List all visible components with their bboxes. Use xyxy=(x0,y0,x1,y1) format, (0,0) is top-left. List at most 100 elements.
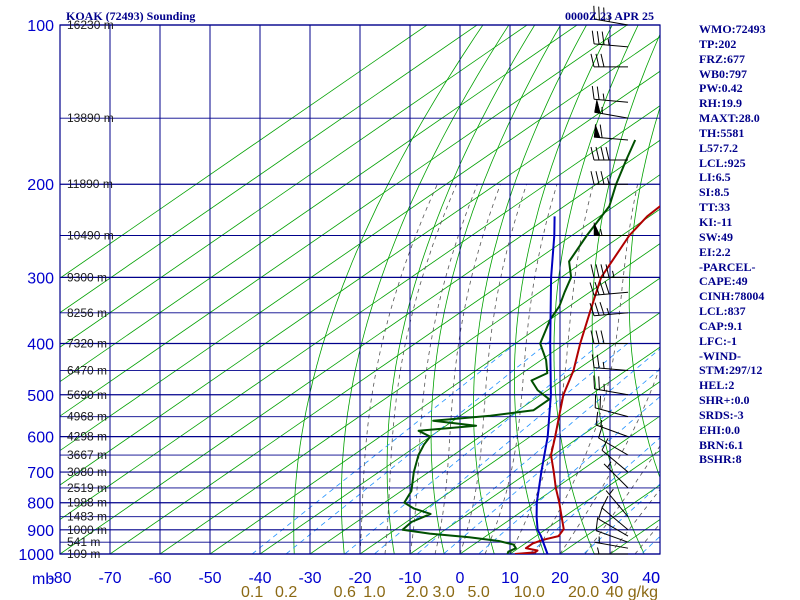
sounding-index-line: TH:5581 xyxy=(699,125,745,140)
moist-adiabat-line xyxy=(409,184,478,554)
height-label: 109 m xyxy=(67,547,100,561)
pressure-tick-label: 900 xyxy=(27,523,54,540)
wind-barb xyxy=(595,411,629,438)
temperature-tick-label: -60 xyxy=(148,570,171,587)
moist-adiabat-line xyxy=(459,184,527,554)
sounding-index-line: -PARCEL- xyxy=(699,259,756,274)
temperature-tick-label: -50 xyxy=(198,570,221,587)
moist-adiabat-line xyxy=(609,488,660,554)
sounding-index-line: FRZ:677 xyxy=(699,51,745,66)
wind-barb xyxy=(591,86,629,103)
temperature-tick-label: -20 xyxy=(348,570,371,587)
isotherm-line xyxy=(109,174,660,554)
datetime-label: 0000Z 23 APR 25 xyxy=(565,9,654,23)
isotherm-line xyxy=(60,25,628,417)
isotherm-line xyxy=(60,36,660,452)
height-label: 10490 m xyxy=(67,229,114,243)
wind-barb xyxy=(601,495,629,531)
moist-adiabat-line xyxy=(359,184,438,554)
sounding-index-line: CINH:78004 xyxy=(699,289,765,304)
wind-barb xyxy=(605,488,629,517)
pressure-tick-label: 500 xyxy=(27,388,54,405)
sounding-index-line: HEL:2 xyxy=(699,378,735,393)
pressure-tick-label: 200 xyxy=(27,177,54,194)
isotherm-line xyxy=(309,312,660,554)
isotherm-line xyxy=(60,25,528,348)
height-label: 1000 m xyxy=(67,523,107,537)
wind-barb xyxy=(601,438,629,473)
dewpoint-profile-line xyxy=(401,139,637,554)
isotherm-line xyxy=(259,277,660,554)
moist-adiabat-line xyxy=(509,184,594,554)
height-label: 7320 m xyxy=(67,337,107,351)
height-label: 6470 m xyxy=(67,364,107,378)
pressure-temperature-grid xyxy=(59,24,661,555)
sounding-index-line: CAPE:49 xyxy=(699,274,748,289)
pressure-tick-label: 800 xyxy=(27,496,54,513)
sounding-index-line: BSHR:8 xyxy=(699,452,742,467)
height-label: 9300 m xyxy=(67,270,107,284)
temperature-tick-label: -80 xyxy=(48,570,71,587)
sounding-indices-panel: WMO:72493 TP:202 FRZ:677 WB0:797 PW:0.42 RH:1… xyxy=(699,22,799,467)
dry-adiabat-line xyxy=(553,25,639,554)
height-label: 1988 m xyxy=(67,496,107,510)
wind-barb xyxy=(590,264,629,278)
mixing-ratio-label: 1.0 xyxy=(363,584,385,600)
sounding-index-line: TP:202 xyxy=(699,36,737,51)
temperature-tick-label: 20 xyxy=(551,570,569,587)
dry-adiabat-line xyxy=(591,33,660,554)
height-label: 2519 m xyxy=(67,481,107,495)
sounding-index-line: SI:8.5 xyxy=(699,185,730,200)
pressure-unit-label: mb xyxy=(32,571,54,588)
wind-barb xyxy=(594,99,629,119)
isotherm-lines xyxy=(60,25,660,554)
height-label: 1483 m xyxy=(67,510,107,524)
height-label: 3080 m xyxy=(67,465,107,479)
sounding-index-line: WB0:797 xyxy=(699,66,747,81)
temperature-tick-label: -40 xyxy=(248,570,271,587)
isotherm-line xyxy=(60,70,660,486)
temperature-tick-label: -10 xyxy=(398,570,421,587)
parcel-path-line xyxy=(535,216,556,554)
mixing-ratio-line xyxy=(285,340,551,554)
wind-barb xyxy=(595,517,629,543)
mixing-ratio-line xyxy=(373,340,632,554)
mixing-ratio-line xyxy=(416,348,660,554)
pressure-tick-label: 700 xyxy=(27,465,54,482)
moist-adiabat-line xyxy=(384,184,457,554)
sounding-index-line: KI:-11 xyxy=(699,214,733,229)
wind-barb xyxy=(594,394,629,418)
wind-barb xyxy=(593,124,629,141)
isotherm-line xyxy=(509,450,660,554)
pressure-tick-label: 1000 xyxy=(18,547,54,564)
wind-barb xyxy=(590,171,629,185)
temperature-tick-label: 10 xyxy=(501,570,519,587)
temperature-unit-label: 0 xyxy=(651,570,660,587)
dry-adiabat-line xyxy=(340,25,510,554)
wind-barb xyxy=(591,354,629,372)
sounding-index-line: MAXT:28.0 xyxy=(699,111,760,126)
sounding-index-line: TT:33 xyxy=(699,200,731,215)
sounding-index-line: PW:0.42 xyxy=(699,81,743,96)
wind-barb xyxy=(594,547,628,555)
wind-barb xyxy=(594,536,629,549)
isotherm-line xyxy=(409,381,660,554)
mixing-ratio-label: 3.0 xyxy=(432,584,454,600)
mixing-ratio-label: 20.0 xyxy=(568,584,599,600)
sounding-index-line: RH:19.9 xyxy=(699,96,742,111)
dry-adiabat-line xyxy=(430,25,562,554)
dry-adiabat-line xyxy=(473,25,587,554)
isotherm-line xyxy=(60,139,660,554)
wind-barb xyxy=(590,330,629,344)
mixing-ratio-label: 2.0 xyxy=(406,584,428,600)
wind-barb xyxy=(598,506,629,537)
mixing-ratio-label: 5.0 xyxy=(467,584,489,600)
sounding-index-line: WMO:72493 xyxy=(699,22,766,36)
dry-adiabat-line xyxy=(628,106,660,479)
isotherm-line xyxy=(159,208,660,554)
temperature-tick-labels: -80 -70 -60 -50 -40 -30 -20 -10 0 10 20 30 400 xyxy=(48,570,660,587)
mixing-ratio-line xyxy=(640,535,660,554)
dry-adiabat-line xyxy=(293,25,484,554)
sounding-index-line: EI:2.2 xyxy=(699,244,731,259)
sounding-index-line: SRDS:-3 xyxy=(699,407,744,422)
